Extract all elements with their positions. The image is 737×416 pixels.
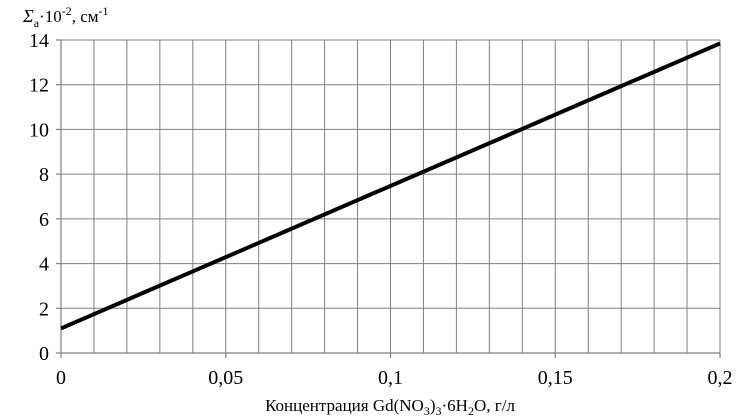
x-tick-label: 0,05: [208, 367, 243, 389]
x-axis-sub-3: 2: [468, 404, 474, 416]
series-line: [60, 41, 721, 331]
tick-labels: 0 2 4 6 8 10 12 14 0 0,05 0,1 0,15 0,2: [29, 30, 733, 389]
x-tick-label: 0: [56, 367, 66, 389]
x-tick-label: 0,2: [708, 367, 733, 389]
y-axis-factor: ·10: [39, 7, 62, 26]
y-tick-label: 2: [39, 298, 49, 320]
y-tick-label: 8: [39, 164, 49, 186]
x-tick-label: 0,1: [378, 367, 403, 389]
axes: [56, 39, 721, 358]
grid: [61, 39, 721, 353]
x-axis-text-3: ·6H: [442, 396, 468, 415]
x-axis-sub-1: 3: [424, 404, 430, 416]
x-axis-sub-2: 3: [436, 404, 442, 416]
y-axis-title: Σa·10-2, см-1: [22, 4, 109, 30]
y-axis-factor-exponent: -2: [62, 4, 72, 18]
x-axis-text-1: Концентрация Gd(NO: [265, 396, 424, 415]
y-axis-unit-exponent: -1: [99, 4, 109, 18]
x-axis-text-4: O, г/л: [474, 396, 515, 415]
y-tick-label: 10: [29, 119, 49, 141]
y-axis-subscript: a: [34, 16, 40, 30]
y-tick-label: 12: [29, 75, 49, 97]
series: [60, 41, 721, 331]
y-tick-label: 6: [39, 209, 49, 231]
x-tick-label: 0,15: [538, 367, 573, 389]
y-tick-label: 4: [39, 254, 49, 276]
y-tick-label: 0: [39, 343, 49, 365]
x-axis-title: Концентрация Gd(NO3)3·6H2O, г/л: [265, 396, 515, 416]
x-axis-text-2: ): [430, 396, 436, 415]
y-axis-symbol: Σ: [22, 6, 34, 26]
y-axis-unit: , см: [72, 7, 99, 26]
y-tick-label: 14: [29, 30, 49, 52]
